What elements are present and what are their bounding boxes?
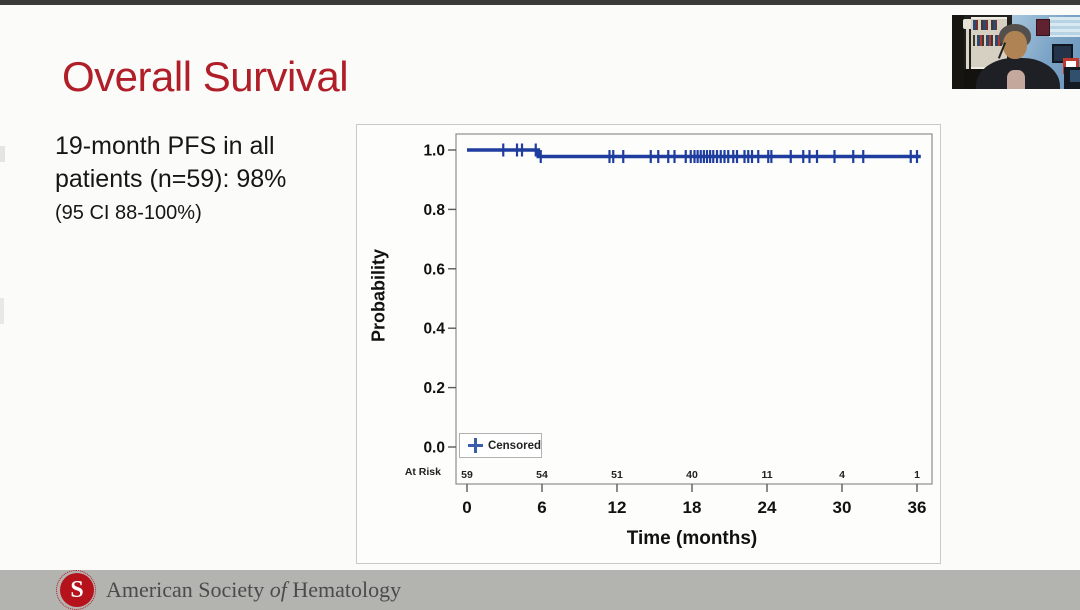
y-tick-label: 0.4 [423, 321, 445, 338]
at-risk-value: 11 [761, 469, 772, 481]
webcam-monitor-screen [1070, 70, 1080, 82]
at-risk-value: 4 [839, 469, 845, 481]
y-tick-label: 0.6 [423, 261, 445, 278]
footer-org-pre: American Society [106, 577, 265, 602]
plot-border [455, 133, 933, 485]
at-risk-value: 54 [536, 469, 548, 481]
ash-logo-icon: S [56, 570, 96, 610]
y-axis-title: Probability [368, 249, 389, 343]
summary-line-1: 19-month PFS in all [55, 132, 275, 160]
webcam-door [952, 15, 964, 89]
censored-legend-label: Censored [487, 439, 541, 452]
page-title: Overall Survival [62, 53, 349, 100]
summary-text-block: 19-month PFS in all patients (n=59): 98%… [55, 130, 286, 228]
km-chart-panel: 1.0 0.8 0.6 0.4 0.2 0.0 0 59 6 54 12 51 18 40 24 11 30 4 3… [356, 124, 941, 564]
webcam-frame-dark [1036, 19, 1050, 36]
summary-line-2: patients (n=59): 98% [55, 165, 287, 193]
presenter-shirt [1007, 70, 1025, 89]
webcam-lamp [966, 27, 969, 83]
webcam-books [973, 20, 997, 30]
at-risk-label: At Risk [404, 466, 441, 478]
x-axis-title: Time (months) [626, 528, 758, 549]
footer-org-name: American Society of Hematology [106, 577, 401, 603]
edge-artifact [0, 146, 5, 162]
webcam-lamp-shade [963, 19, 972, 29]
footer-org-post: Hematology [292, 577, 402, 602]
webcam-books [973, 35, 1003, 46]
at-risk-value: 40 [686, 469, 698, 481]
x-tick-label: 24 [758, 498, 777, 517]
y-tick-label: 1.0 [423, 143, 445, 160]
y-tick-label: 0.0 [423, 440, 445, 457]
edge-artifact [0, 298, 4, 324]
x-tick-label: 12 [608, 498, 627, 517]
y-tick-label: 0.2 [423, 380, 445, 397]
at-risk-value: 51 [611, 469, 623, 481]
presenter-face [1003, 31, 1027, 59]
at-risk-value: 1 [914, 469, 920, 481]
top-video-bar [0, 0, 1080, 5]
summary-ci: (95 CI 88-100%) [55, 202, 202, 224]
webcam-window [1049, 17, 1080, 37]
x-tick-label: 36 [908, 498, 927, 517]
km-chart-svg: 1.0 0.8 0.6 0.4 0.2 0.0 0 59 6 54 12 51 18 40 24 11 30 4 3… [423, 133, 933, 517]
censored-legend: Censored [459, 433, 542, 458]
y-tick-label: 0.8 [423, 202, 445, 219]
footer-bar: S American Society of Hematology [0, 570, 1080, 610]
x-tick-label: 30 [833, 498, 852, 517]
at-risk-value: 59 [461, 469, 473, 481]
censored-plus-icon [468, 438, 483, 453]
x-tick-label: 6 [537, 498, 546, 517]
x-tick-label: 0 [462, 498, 471, 517]
x-tick-label: 18 [683, 498, 702, 517]
footer-org-of: of [269, 577, 287, 602]
presenter-webcam-tile[interactable] [952, 15, 1080, 89]
